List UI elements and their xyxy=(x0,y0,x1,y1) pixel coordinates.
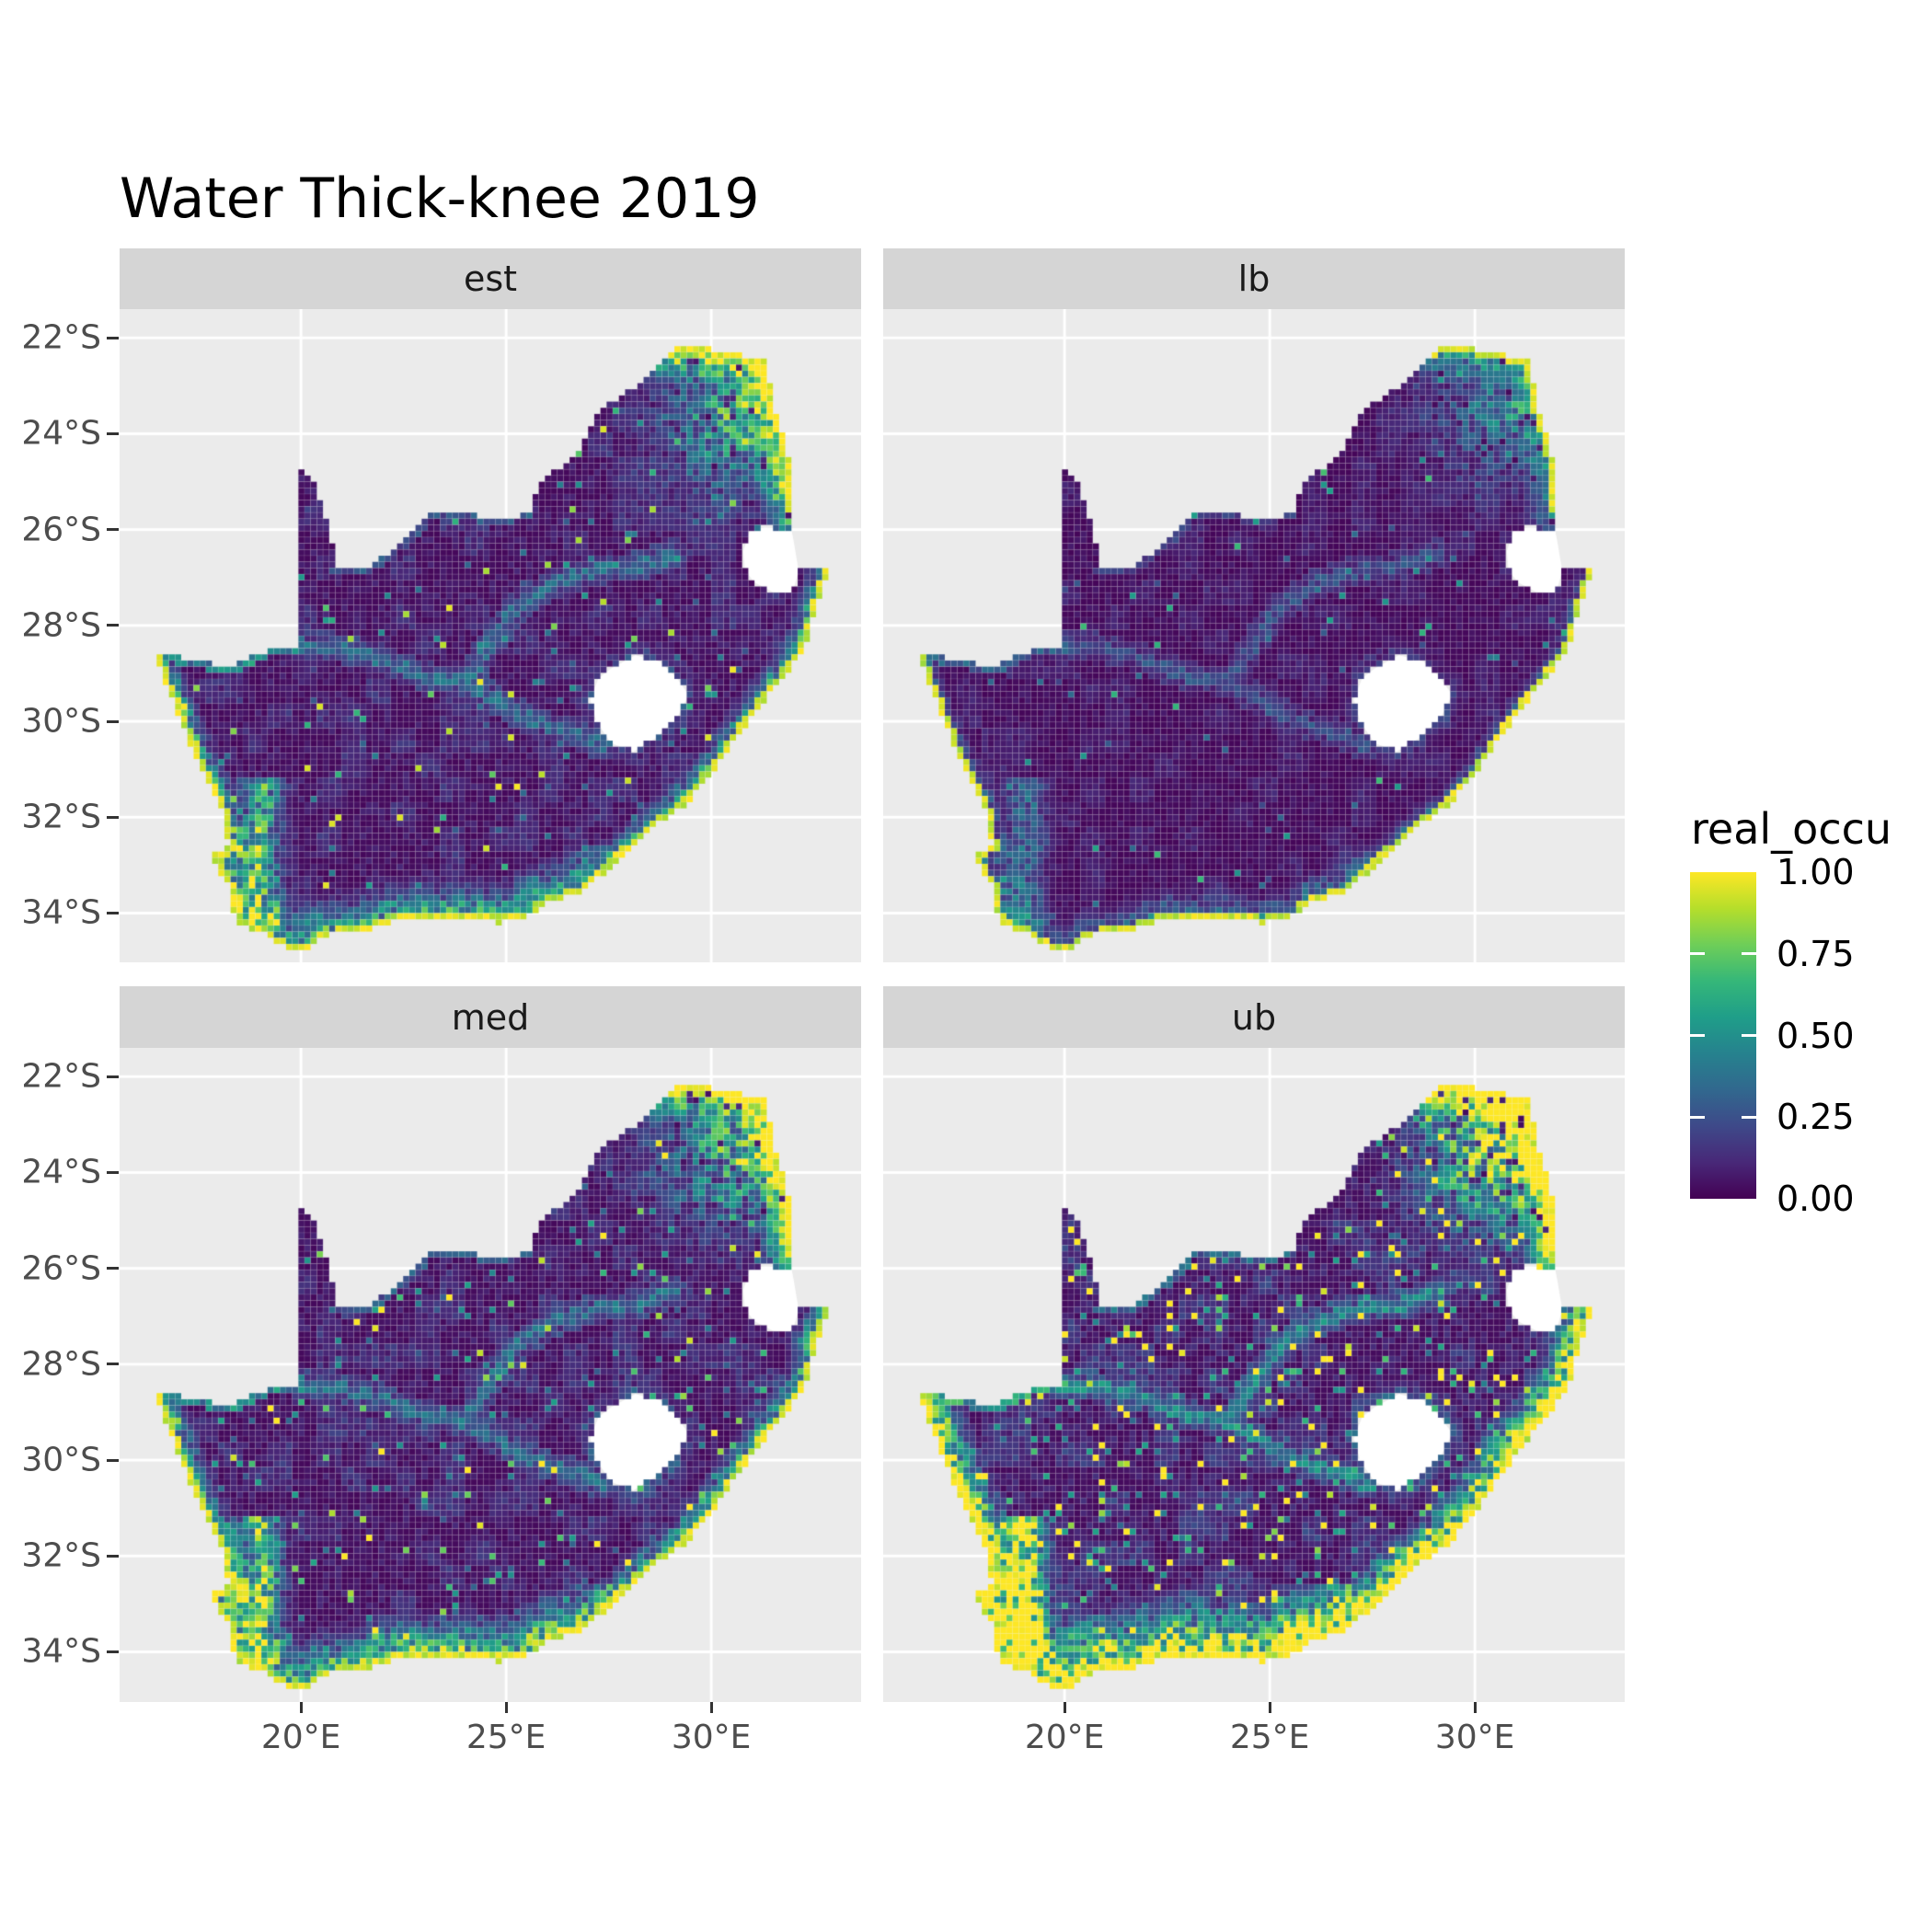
x-axis-tick xyxy=(504,1702,508,1713)
legend-label: 0.50 xyxy=(1777,1015,1855,1056)
y-axis-tick xyxy=(107,528,119,532)
x-axis-label: 20°E xyxy=(260,1719,341,1756)
map-panel-ub xyxy=(883,1048,1625,1702)
legend-tick xyxy=(1742,1034,1756,1037)
y-axis-tick xyxy=(107,431,119,435)
y-axis-label: 34°S xyxy=(21,1632,101,1671)
legend-label: 1.00 xyxy=(1777,852,1855,892)
x-axis-label: 30°E xyxy=(671,1719,752,1756)
y-axis-label: 22°S xyxy=(21,1057,101,1096)
facet-strip-label-ub: ub xyxy=(1231,996,1277,1038)
y-axis-tick xyxy=(107,1458,119,1462)
map-panel-est xyxy=(120,309,861,962)
map-panel-med xyxy=(120,1048,861,1702)
y-axis-label: 24°S xyxy=(21,414,101,453)
legend-label: 0.25 xyxy=(1777,1097,1855,1138)
y-axis-tick xyxy=(107,719,119,723)
x-axis-tick xyxy=(299,1702,303,1713)
x-axis-label: 25°E xyxy=(1229,1719,1310,1756)
y-axis-label: 32°S xyxy=(21,1536,101,1575)
y-axis-label: 28°S xyxy=(21,606,101,645)
facet-strip-lb: lb xyxy=(883,248,1625,309)
y-axis-tick xyxy=(107,336,119,339)
map-panel-lb xyxy=(883,309,1625,962)
y-axis-label: 26°S xyxy=(21,1249,101,1288)
legend-tick xyxy=(1690,1115,1705,1119)
y-axis-tick xyxy=(107,624,119,627)
y-axis-tick xyxy=(107,1554,119,1558)
x-axis-tick xyxy=(1063,1702,1066,1713)
y-axis-tick xyxy=(107,911,119,914)
legend-label: 0.00 xyxy=(1777,1179,1855,1219)
facet-strip-label-est: est xyxy=(463,259,518,299)
y-axis-tick xyxy=(107,815,119,819)
y-axis-tick xyxy=(107,1267,119,1271)
x-axis-label: 20°E xyxy=(1024,1719,1105,1756)
legend-tick xyxy=(1690,952,1705,956)
y-axis-tick xyxy=(107,1170,119,1174)
y-axis-label: 24°S xyxy=(21,1153,101,1191)
y-axis-label: 22°S xyxy=(21,318,101,357)
legend-tick xyxy=(1742,952,1756,956)
y-axis-label: 26°S xyxy=(21,511,101,549)
x-axis-tick xyxy=(1473,1702,1477,1713)
y-axis-tick xyxy=(107,1363,119,1366)
y-axis-label: 34°S xyxy=(21,893,101,932)
y-axis-label: 32°S xyxy=(21,798,101,836)
y-axis-label: 28°S xyxy=(21,1345,101,1384)
y-axis-label: 30°S xyxy=(21,702,101,741)
x-axis-label: 25°E xyxy=(466,1719,546,1756)
facet-strip-est: est xyxy=(120,248,861,309)
plot-title: Water Thick-knee 2019 xyxy=(120,167,760,231)
facet-strip-med: med xyxy=(120,986,861,1048)
legend-label: 0.75 xyxy=(1777,933,1855,974)
legend-title: real_occu xyxy=(1691,804,1892,854)
facet-strip-label-lb: lb xyxy=(1237,259,1271,299)
facet-strip-ub: ub xyxy=(883,986,1625,1048)
x-axis-label: 30°E xyxy=(1434,1719,1515,1756)
legend-tick xyxy=(1690,1034,1705,1037)
x-axis-tick xyxy=(709,1702,713,1713)
legend-tick xyxy=(1742,1115,1756,1119)
facet-strip-label-med: med xyxy=(451,996,530,1038)
y-axis-tick xyxy=(107,1650,119,1653)
y-axis-tick xyxy=(107,1075,119,1078)
x-axis-tick xyxy=(1268,1702,1271,1713)
y-axis-label: 30°S xyxy=(21,1441,101,1479)
